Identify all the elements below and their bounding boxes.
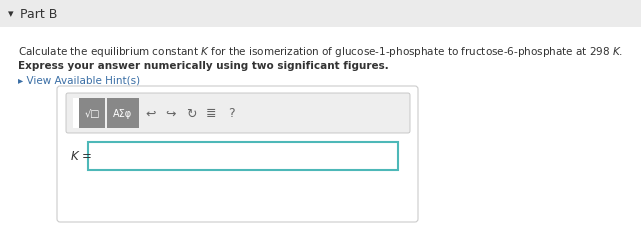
- Text: ?: ?: [228, 107, 235, 120]
- Bar: [73, 98, 79, 128]
- FancyBboxPatch shape: [88, 142, 398, 170]
- Text: Part B: Part B: [20, 8, 58, 20]
- Text: ▾: ▾: [8, 9, 13, 19]
- Bar: [0, 28, 641, 229]
- Text: √□: √□: [84, 109, 100, 118]
- FancyBboxPatch shape: [66, 94, 410, 134]
- Text: Calculate the equilibrium constant $K$ for the isomerization of glucose-1-phosph: Calculate the equilibrium constant $K$ f…: [18, 45, 623, 59]
- Text: ↩: ↩: [146, 107, 156, 120]
- Text: ↻: ↻: [186, 107, 196, 120]
- Text: AΣφ: AΣφ: [113, 109, 133, 118]
- Text: $K$ =: $K$ =: [70, 150, 92, 163]
- Bar: [107, 98, 139, 128]
- Bar: [0, 0, 641, 28]
- Text: ▸ View Available Hint(s): ▸ View Available Hint(s): [18, 76, 140, 86]
- Text: Express your answer numerically using two significant figures.: Express your answer numerically using tw…: [18, 61, 388, 71]
- FancyBboxPatch shape: [57, 87, 418, 222]
- Text: ≣: ≣: [206, 107, 216, 120]
- Text: ↪: ↪: [166, 107, 176, 120]
- Bar: [73, 98, 105, 128]
